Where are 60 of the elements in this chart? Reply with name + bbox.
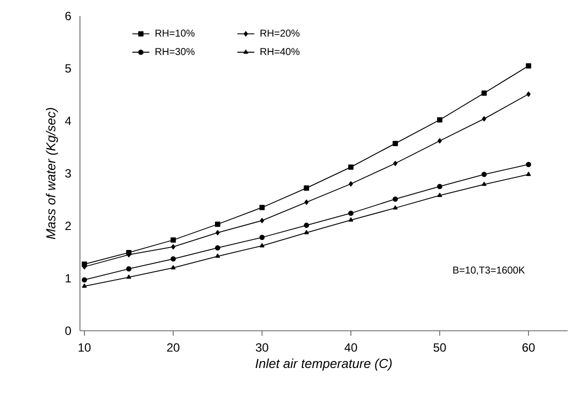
point [304, 222, 310, 228]
point [304, 230, 309, 234]
point [304, 200, 309, 206]
x-tick-label: 60 [522, 343, 535, 352]
x-tick-label: 30 [256, 343, 268, 352]
point [126, 266, 132, 272]
point [392, 140, 398, 146]
point [437, 192, 442, 198]
y-axis-title: Mass of water (Kg/sec) [46, 108, 58, 240]
point [260, 218, 264, 224]
y-tick-label: 2 [65, 222, 71, 230]
point [214, 222, 220, 228]
point [260, 243, 264, 248]
point [259, 234, 265, 240]
point [482, 182, 486, 186]
point [392, 205, 398, 210]
point [526, 162, 532, 168]
point [393, 160, 398, 166]
point [348, 164, 354, 170]
point [259, 204, 265, 210]
point [82, 277, 88, 283]
point [526, 172, 531, 176]
x-axis-title: Inlet air temperature (C) [256, 358, 392, 371]
point [481, 90, 487, 96]
point [437, 184, 442, 190]
x-tick-label: 20 [167, 343, 180, 352]
point [126, 274, 132, 279]
x-tick-label: 10 [78, 343, 91, 352]
point [526, 63, 532, 69]
y-tick-label: 3 [65, 169, 71, 178]
point [392, 196, 398, 202]
legend-label: RH=10% [156, 30, 195, 37]
point [216, 230, 220, 236]
y-tick-label: 4 [65, 116, 72, 126]
point [526, 92, 531, 97]
legend-label: RH=20% [260, 30, 300, 37]
point [482, 116, 486, 122]
point [215, 254, 220, 258]
point [170, 256, 176, 262]
legend-label: RH=40% [260, 48, 300, 56]
point [481, 172, 487, 178]
point [304, 186, 310, 191]
point [170, 238, 176, 243]
y-tick-label: 6 [65, 12, 71, 20]
point [171, 244, 176, 250]
y-tick-label: 5 [65, 64, 71, 73]
x-tick-label: 40 [344, 343, 358, 352]
point [348, 210, 354, 216]
legend-label: RH=30% [156, 48, 195, 56]
point [214, 245, 220, 251]
point [348, 181, 353, 187]
y-tick-label: 1 [66, 274, 71, 283]
point [82, 284, 87, 288]
point [348, 218, 354, 222]
point [438, 138, 442, 144]
point [170, 265, 176, 270]
y-tick-label: 0 [65, 326, 71, 336]
annotation: B=10,T3=1600K [453, 266, 525, 275]
point [437, 117, 442, 123]
x-tick-label: 50 [434, 343, 446, 352]
